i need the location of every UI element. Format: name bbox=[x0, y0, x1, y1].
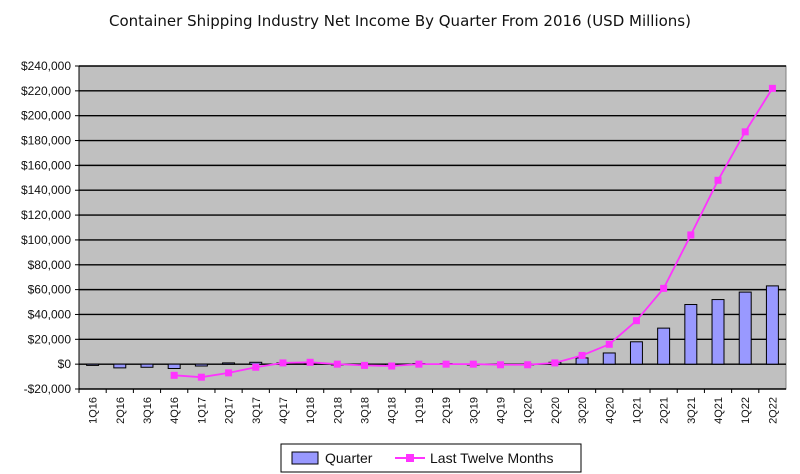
y-tick-label: $60,000 bbox=[28, 283, 72, 297]
x-tick-label: 4Q18 bbox=[387, 397, 399, 424]
x-tick-label: 4Q21 bbox=[713, 397, 725, 424]
ltm-line bbox=[170, 84, 776, 381]
bar-4Q21 bbox=[711, 299, 725, 365]
ltm-point-4Q20 bbox=[605, 340, 613, 348]
bar-4Q16 bbox=[167, 363, 181, 370]
y-tick-label: $100,000 bbox=[21, 233, 71, 247]
legend: Quarter Last Twelve Months bbox=[280, 443, 582, 473]
ltm-point-1Q20 bbox=[524, 361, 532, 369]
ltm-point-3Q20 bbox=[578, 351, 586, 359]
x-tick-label: 1Q20 bbox=[523, 397, 535, 424]
ltm-point-3Q18 bbox=[361, 361, 369, 369]
x-tick-label: 4Q17 bbox=[278, 397, 290, 424]
ltm-point-2Q19 bbox=[442, 360, 450, 368]
bar-4Q20 bbox=[602, 352, 616, 365]
y-tick-label: $180,000 bbox=[21, 134, 71, 148]
y-axis: -$20,000 $0 $20,000 $40,000 $60,000 $80,000 $1… bbox=[21, 59, 80, 396]
bar-3Q16 bbox=[140, 363, 154, 368]
x-tick-label: 3Q16 bbox=[142, 397, 154, 424]
bar-1Q16 bbox=[86, 363, 100, 366]
y-tick-label: -$20,000 bbox=[24, 382, 72, 396]
ltm-point-1Q18 bbox=[306, 358, 314, 366]
legend-quarter-label: Quarter bbox=[325, 450, 373, 466]
bar-1Q17 bbox=[194, 363, 208, 367]
x-tick-label: 3Q21 bbox=[686, 397, 698, 424]
x-tick-label: 3Q20 bbox=[577, 397, 589, 424]
y-tick-label: $40,000 bbox=[28, 307, 72, 321]
x-axis: 1Q16 2Q16 3Q16 4Q16 1Q17 2Q17 3Q17 4Q17 1Q18 2Q18… bbox=[78, 388, 786, 424]
x-tick-label: 2Q19 bbox=[441, 397, 453, 424]
y-tick-label: $220,000 bbox=[21, 84, 71, 98]
bar-1Q21 bbox=[629, 341, 643, 365]
legend-box bbox=[280, 443, 582, 473]
x-tick-label: 1Q19 bbox=[414, 397, 426, 424]
x-tick-label: 1Q22 bbox=[740, 397, 752, 424]
x-tick-label: 3Q17 bbox=[251, 397, 263, 424]
x-tick-label: 3Q18 bbox=[360, 397, 372, 424]
ltm-point-3Q21 bbox=[687, 231, 695, 239]
y-tick-label: $200,000 bbox=[21, 109, 71, 123]
x-tick-label: 1Q16 bbox=[88, 397, 100, 424]
y-tick-label: $0 bbox=[58, 357, 72, 371]
ltm-point-4Q21 bbox=[714, 176, 722, 184]
y-tick-label: $140,000 bbox=[21, 183, 71, 197]
ltm-point-2Q18 bbox=[333, 360, 341, 368]
legend-ltm-marker bbox=[406, 454, 414, 462]
x-tick-label: 4Q20 bbox=[604, 397, 616, 424]
ltm-point-4Q19 bbox=[496, 361, 504, 369]
x-tick-label: 2Q20 bbox=[550, 397, 562, 424]
ltm-point-2Q22 bbox=[768, 84, 776, 92]
bar-3Q21 bbox=[684, 304, 698, 365]
gridlines bbox=[79, 65, 786, 390]
ltm-point-1Q17 bbox=[197, 373, 205, 381]
x-tick-label: 1Q18 bbox=[305, 397, 317, 424]
ltm-point-4Q17 bbox=[279, 359, 287, 367]
x-tick-label: 2Q17 bbox=[224, 397, 236, 424]
bar-2Q22 bbox=[765, 285, 779, 365]
x-tick-label: 2Q16 bbox=[115, 397, 127, 424]
ltm-point-2Q21 bbox=[660, 284, 668, 292]
bar-1Q22 bbox=[738, 291, 752, 365]
x-tick-label: 4Q19 bbox=[495, 397, 507, 424]
x-tick-label: 1Q21 bbox=[631, 397, 643, 424]
y-tick-label: $160,000 bbox=[21, 158, 71, 172]
chart-title: Container Shipping Industry Net Income B… bbox=[109, 12, 691, 30]
y-tick-label: $20,000 bbox=[28, 332, 72, 346]
bar-2Q16 bbox=[113, 363, 127, 369]
x-tick-label: 3Q19 bbox=[468, 397, 480, 424]
ltm-point-1Q22 bbox=[741, 128, 749, 136]
ltm-point-2Q20 bbox=[551, 359, 559, 367]
ltm-point-3Q19 bbox=[469, 360, 477, 368]
bar-2Q17 bbox=[222, 362, 236, 365]
x-tick-label: 2Q18 bbox=[332, 397, 344, 424]
legend-ltm-label: Last Twelve Months bbox=[430, 450, 553, 466]
plot-area bbox=[78, 65, 787, 390]
ltm-point-2Q17 bbox=[225, 369, 233, 377]
x-tick-label: 2Q22 bbox=[767, 397, 779, 424]
y-tick-label: $80,000 bbox=[28, 258, 72, 272]
x-tick-label: 1Q17 bbox=[196, 397, 208, 424]
ltm-point-1Q21 bbox=[632, 317, 640, 325]
x-tick-label: 2Q21 bbox=[659, 397, 671, 424]
ltm-point-4Q18 bbox=[388, 362, 396, 370]
ltm-point-3Q17 bbox=[252, 363, 260, 371]
bar-2Q21 bbox=[657, 327, 671, 365]
ltm-point-4Q16 bbox=[170, 371, 178, 379]
x-tick-label: 4Q16 bbox=[169, 397, 181, 424]
ltm-point-1Q19 bbox=[415, 360, 423, 368]
y-tick-label: $120,000 bbox=[21, 208, 71, 222]
legend-quarter-swatch bbox=[291, 451, 319, 465]
y-tick-label: $240,000 bbox=[21, 59, 71, 73]
